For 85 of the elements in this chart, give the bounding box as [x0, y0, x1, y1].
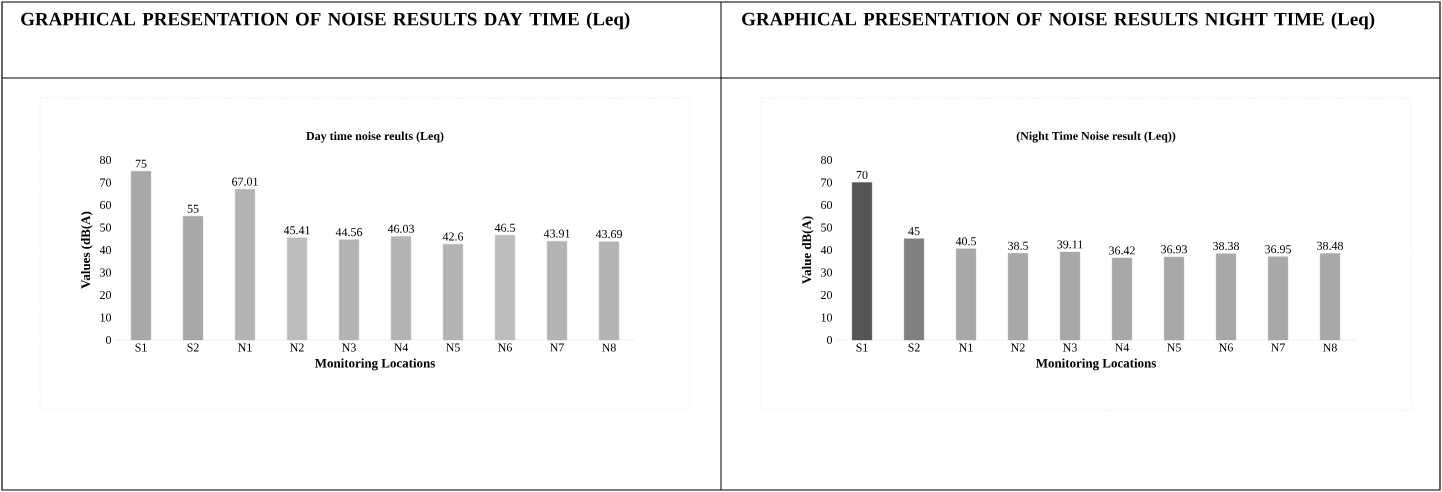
x-tick-label: S1 [856, 343, 868, 352]
y-tick-label: 50 [100, 223, 112, 232]
data-label: 36.95 [1265, 245, 1292, 254]
x-tick-label: N4 [1115, 343, 1130, 352]
bar [1163, 256, 1185, 341]
y-tick-label: 80 [100, 155, 112, 165]
y-tick-label: 20 [821, 290, 833, 300]
x-tick-label: N8 [602, 343, 616, 352]
x-tick-label: S2 [908, 343, 920, 352]
data-label: 46.5 [494, 223, 516, 232]
data-label: 36.42 [1109, 246, 1135, 255]
x-tick-label: N8 [1323, 343, 1337, 352]
x-tick-label: S1 [135, 343, 147, 352]
y-axis-title: Values (dB(A) [80, 211, 93, 289]
y-axis-title: Value dB(A) [801, 216, 814, 284]
data-label: 38.5 [1008, 241, 1029, 250]
y-tick-label: 0 [826, 335, 833, 345]
data-label: 44.56 [335, 228, 363, 237]
y-tick-label: 30 [821, 268, 833, 277]
bar [338, 239, 360, 341]
data-label: 70 [856, 170, 868, 179]
x-tick-label: N2 [1011, 343, 1025, 352]
x-tick-label: N4 [394, 343, 409, 352]
x-tick-label: N3 [342, 343, 356, 352]
y-tick-label: 0 [105, 335, 112, 345]
bar [1215, 253, 1237, 341]
data-label: 45.41 [283, 226, 310, 235]
data-label: 45 [908, 227, 920, 236]
bar [390, 236, 412, 341]
y-tick-label: 70 [821, 178, 833, 187]
bar [442, 243, 464, 341]
data-label: 75 [135, 159, 147, 168]
x-tick-label: N1 [238, 343, 252, 352]
bar [955, 248, 977, 341]
y-tick-label: 20 [100, 290, 112, 300]
data-label: 43.69 [595, 230, 622, 239]
bar [494, 235, 516, 341]
bar [546, 240, 568, 341]
chart-title: GRAPHICAL PRESENTATION OF NOISE RESULTS DAY TIME (Leq) [21, 12, 630, 30]
data-label: 46.03 [387, 224, 415, 233]
data-label: 38.48 [1317, 241, 1344, 250]
bar [182, 216, 204, 341]
x-tick-label: N7 [1271, 343, 1285, 352]
bar [234, 189, 256, 341]
x-tick-label: N5 [446, 343, 460, 352]
x-tick-label: N7 [550, 343, 564, 352]
y-tick-label: 30 [100, 268, 112, 277]
x-tick-label: N6 [498, 343, 512, 352]
y-tick-label: 40 [820, 245, 833, 255]
data-label: 43.91 [543, 229, 570, 238]
bar [1007, 253, 1029, 341]
x-axis-title: Monitoring Locations [1035, 358, 1156, 371]
bar [1059, 251, 1081, 341]
y-tick-label: 40 [99, 245, 112, 255]
x-tick-label: S2 [187, 343, 199, 352]
bar [130, 171, 152, 341]
x-tick-label: N2 [290, 343, 304, 352]
y-tick-label: 10 [100, 313, 112, 322]
x-axis-title: Monitoring Locations [314, 358, 435, 371]
y-tick-label: 60 [100, 200, 112, 210]
bar [1267, 256, 1289, 341]
chart-subtitle: Day time noise reults (Leq) [306, 131, 444, 143]
y-tick-label: 60 [821, 200, 833, 210]
y-tick-label: 10 [821, 313, 833, 322]
bar [1111, 257, 1133, 341]
data-label: 38.38 [1213, 241, 1240, 251]
x-tick-label: N1 [959, 343, 973, 352]
bar [598, 241, 620, 341]
x-tick-label: N5 [1167, 343, 1181, 352]
x-tick-label: N6 [1219, 343, 1233, 352]
bar [851, 182, 873, 341]
data-label: 67.01 [232, 177, 258, 186]
data-label: 55 [187, 204, 199, 213]
chart-title: GRAPHICAL PRESENTATION OF NOISE RESULTS NIGHT TIME (Leq) [742, 12, 1375, 30]
bar [1319, 253, 1341, 341]
data-label: 40.5 [955, 237, 977, 246]
x-tick-label: N3 [1063, 343, 1077, 352]
chart-subtitle: (Night Time Noise result (Leq)) [1016, 131, 1176, 143]
data-label: 42.6 [442, 232, 464, 241]
y-tick-label: 70 [100, 178, 112, 187]
data-label: 36.93 [1161, 245, 1188, 254]
data-label: 39.11 [1057, 240, 1083, 249]
y-tick-label: 50 [821, 223, 833, 232]
bar [286, 237, 308, 341]
y-tick-label: 80 [821, 155, 833, 165]
